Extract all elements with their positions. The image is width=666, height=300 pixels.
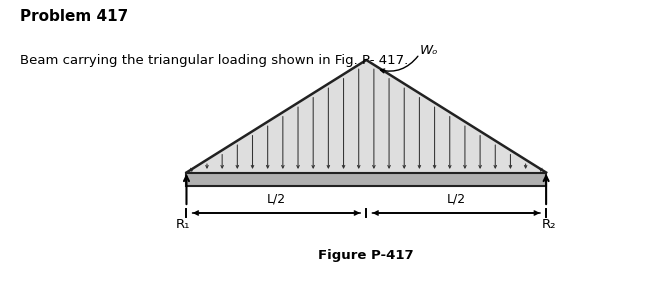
- Bar: [186, 172, 546, 186]
- Text: L/2: L/2: [447, 193, 466, 206]
- Text: L/2: L/2: [267, 193, 286, 206]
- Text: R₂: R₂: [542, 218, 557, 230]
- Text: Beam carrying the triangular loading shown in Fig. P- 417.: Beam carrying the triangular loading sho…: [20, 54, 408, 67]
- Polygon shape: [186, 60, 546, 172]
- Text: Figure P-417: Figure P-417: [318, 249, 414, 262]
- Text: Wₒ: Wₒ: [420, 44, 438, 58]
- Text: R₁: R₁: [176, 218, 190, 230]
- Text: Problem 417: Problem 417: [20, 9, 129, 24]
